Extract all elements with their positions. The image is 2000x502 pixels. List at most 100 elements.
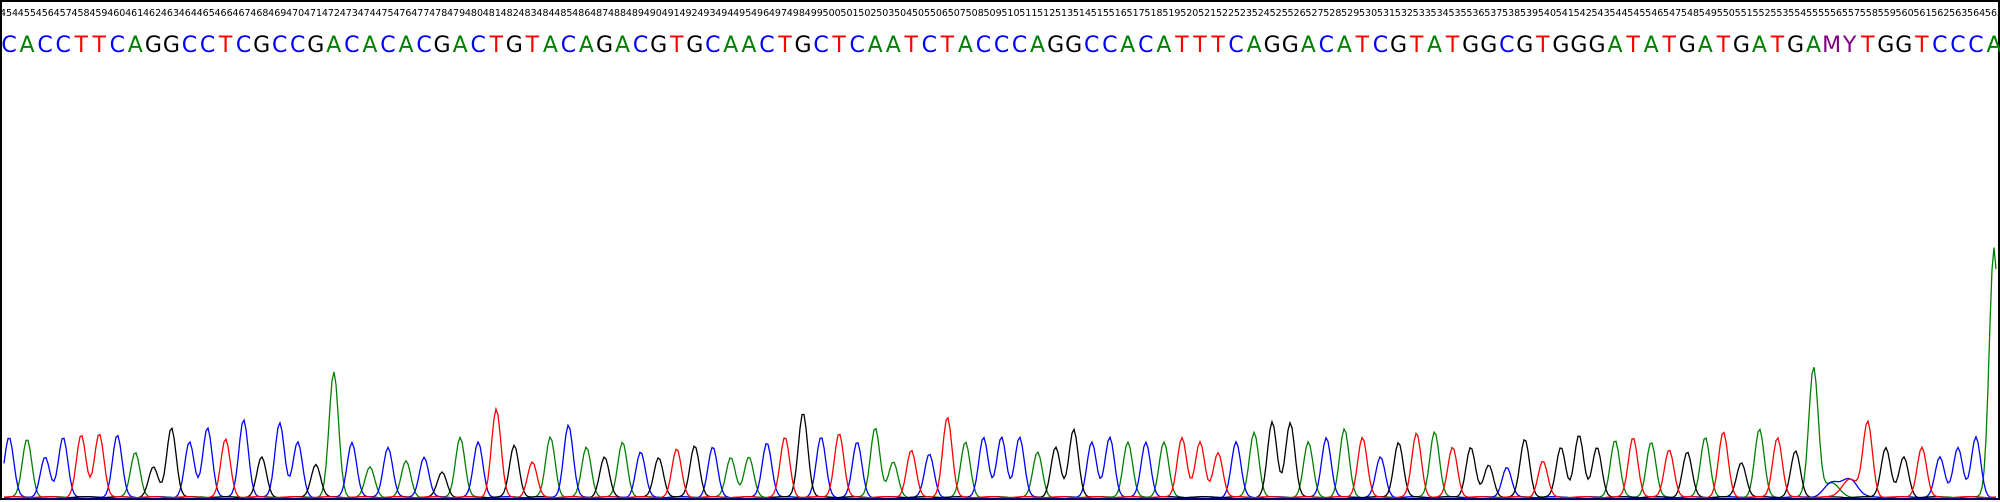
position-label: 538 bbox=[1502, 8, 1520, 19]
position-label: 517 bbox=[1127, 8, 1145, 19]
base-call: C bbox=[1932, 33, 1947, 58]
base-call: C bbox=[344, 33, 359, 58]
position-label: 487 bbox=[590, 8, 608, 19]
position-label: 534 bbox=[1431, 8, 1449, 19]
trace-area bbox=[3, 247, 1998, 500]
base-call: C bbox=[633, 33, 648, 58]
base-call: A bbox=[1608, 33, 1623, 58]
base-call: G bbox=[1047, 33, 1064, 58]
base-call: A bbox=[615, 33, 630, 58]
base-call: G bbox=[1462, 33, 1479, 58]
base-call: G bbox=[253, 33, 270, 58]
position-label: 483 bbox=[519, 8, 537, 19]
position-label: 539 bbox=[1520, 8, 1538, 19]
base-call: C bbox=[1968, 33, 1983, 58]
base-call: A bbox=[1698, 33, 1713, 58]
base-call: A bbox=[1752, 33, 1767, 58]
position-label: 536 bbox=[1466, 8, 1484, 19]
position-label: 519 bbox=[1162, 8, 1180, 19]
base-call: G bbox=[1480, 33, 1497, 58]
position-label: 551 bbox=[1735, 8, 1753, 19]
position-label: 468 bbox=[250, 8, 268, 19]
base-call: A bbox=[1986, 33, 2000, 58]
position-label: 478 bbox=[429, 8, 447, 19]
base-call: G bbox=[145, 33, 162, 58]
base-call: T bbox=[1661, 33, 1676, 58]
base-call: C bbox=[272, 33, 287, 58]
position-label: 455 bbox=[18, 8, 36, 19]
base-call: T bbox=[1174, 33, 1189, 58]
base-call: C bbox=[705, 33, 720, 58]
position-label: 500 bbox=[823, 8, 841, 19]
position-label: 454 bbox=[2, 8, 18, 19]
position-label: 476 bbox=[393, 8, 411, 19]
base-call: C bbox=[976, 33, 991, 58]
base-call: T bbox=[1770, 33, 1785, 58]
base-call: C bbox=[561, 33, 576, 58]
position-label: 516 bbox=[1109, 8, 1127, 19]
base-call: G bbox=[1570, 33, 1587, 58]
position-label: 461 bbox=[125, 8, 143, 19]
base-call: G bbox=[794, 33, 811, 58]
base-call: C bbox=[1138, 33, 1153, 58]
base-call: T bbox=[525, 33, 540, 58]
position-label: 526 bbox=[1287, 8, 1305, 19]
base-call: C bbox=[2, 33, 17, 58]
base-call: G bbox=[506, 33, 523, 58]
position-label: 508 bbox=[966, 8, 984, 19]
position-label: 546 bbox=[1645, 8, 1663, 19]
base-call: A bbox=[1030, 33, 1045, 58]
position-label: 496 bbox=[751, 8, 769, 19]
base-call: A bbox=[1644, 33, 1659, 58]
base-call: T bbox=[1192, 33, 1207, 58]
base-call: G bbox=[434, 33, 451, 58]
base-call: A bbox=[1247, 33, 1262, 58]
position-label: 553 bbox=[1770, 8, 1788, 19]
base-call: T bbox=[1625, 33, 1640, 58]
position-label: 467 bbox=[232, 8, 250, 19]
position-label: 559 bbox=[1878, 8, 1896, 19]
base-call: A bbox=[1301, 33, 1316, 58]
base-call: G bbox=[1877, 33, 1894, 58]
base-call: T bbox=[218, 33, 233, 58]
position-label: 520 bbox=[1180, 8, 1198, 19]
position-label: 505 bbox=[912, 8, 930, 19]
base-call: G bbox=[1552, 33, 1569, 58]
base-call: G bbox=[1679, 33, 1696, 58]
position-label: 509 bbox=[983, 8, 1001, 19]
base-call: T bbox=[1535, 33, 1550, 58]
base-call: T bbox=[1860, 33, 1875, 58]
position-label: 463 bbox=[161, 8, 179, 19]
position-label: 549 bbox=[1699, 8, 1717, 19]
position-label: 460 bbox=[107, 8, 125, 19]
position-label: 502 bbox=[858, 8, 876, 19]
base-call: C bbox=[182, 33, 197, 58]
position-label: 544 bbox=[1609, 8, 1627, 19]
position-label: 541 bbox=[1556, 8, 1574, 19]
base-call: C bbox=[470, 33, 485, 58]
position-label: 528 bbox=[1323, 8, 1341, 19]
position-label: 522 bbox=[1216, 8, 1234, 19]
position-label: 513 bbox=[1055, 8, 1073, 19]
base-call: G bbox=[1733, 33, 1750, 58]
position-label: 514 bbox=[1073, 8, 1091, 19]
base-call: A bbox=[1120, 33, 1135, 58]
position-label: 501 bbox=[840, 8, 858, 19]
base-call: G bbox=[1895, 33, 1912, 58]
position-label: 493 bbox=[697, 8, 715, 19]
base-call: C bbox=[110, 33, 125, 58]
base-call: T bbox=[777, 33, 792, 58]
base-call: C bbox=[922, 33, 937, 58]
position-label: 533 bbox=[1413, 8, 1431, 19]
base-call: T bbox=[1445, 33, 1460, 58]
base-call: G bbox=[596, 33, 613, 58]
position-label: 540 bbox=[1538, 8, 1556, 19]
trace-T bbox=[3, 406, 1997, 499]
base-call: A bbox=[20, 33, 35, 58]
position-label: 548 bbox=[1681, 8, 1699, 19]
position-label: 474 bbox=[358, 8, 376, 19]
base-call: A bbox=[886, 33, 901, 58]
position-label: 512 bbox=[1037, 8, 1055, 19]
